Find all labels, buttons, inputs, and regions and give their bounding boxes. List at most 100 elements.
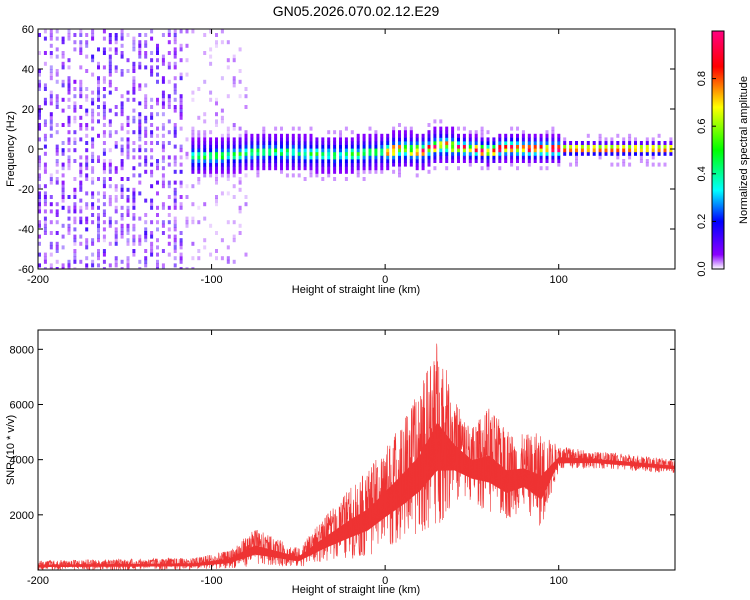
spectrogram-cell (61, 245, 65, 250)
spectrogram-cell (85, 87, 89, 91)
spectrogram-cell (398, 123, 401, 127)
spectrogram-cell (203, 169, 207, 174)
spectrogram-cell (191, 169, 195, 174)
spectrogram-cell (392, 126, 396, 131)
spectrogram-cell (150, 252, 154, 257)
spectrogram-cell (79, 173, 83, 178)
spectrogram-cell (498, 155, 502, 160)
spectrogram-cell (356, 148, 360, 153)
spectrogram-cell (492, 155, 496, 160)
spectrogram-cell (486, 141, 490, 145)
spectrogram-cell (38, 241, 41, 246)
spectrogram-cell (79, 47, 83, 52)
spectrogram-cell (339, 148, 342, 153)
spectrogram-cell (179, 72, 183, 77)
spectrogram-cell (120, 29, 124, 34)
spectrogram-cell (73, 234, 77, 239)
spectrogram-cell (468, 130, 472, 135)
spectrogram-cell (220, 238, 224, 243)
spectrogram-cell (150, 97, 154, 102)
spectrogram-cell (268, 133, 272, 138)
spectrogram-cell (49, 231, 53, 235)
spectrogram-cell (61, 148, 65, 153)
spectrogram-cell (191, 130, 195, 135)
spectrogram-cell (173, 205, 177, 210)
spectrogram-cell (557, 133, 561, 138)
spectrogram-cell (120, 166, 124, 171)
spectrogram-cell (415, 151, 419, 156)
spectrogram-cell (645, 151, 649, 156)
spectrogram-cell (197, 133, 201, 138)
spectrogram-cell (85, 173, 89, 178)
spectrogram-cell (167, 130, 171, 135)
spectrogram-cell (215, 119, 218, 124)
spectrogram-cell (445, 159, 449, 163)
spectrogram-cell (274, 151, 278, 156)
spectrogram-cell (144, 101, 148, 106)
spectrogram-cell (403, 137, 407, 142)
spectrogram-cell (516, 151, 519, 156)
spectrogram-cell (333, 177, 337, 181)
spectrogram-cell (38, 205, 41, 210)
spectrogram-cell (43, 198, 47, 203)
spectrogram-cell (61, 65, 65, 70)
spectrogram-cell (138, 216, 142, 221)
snr-x-label: Height of straight line (km) (292, 584, 420, 596)
spectrogram-cell (226, 159, 230, 163)
spectrogram-cell (144, 263, 148, 268)
spectrogram-cell (132, 115, 136, 120)
spectrogram-cell (38, 69, 41, 73)
spectrogram-cell (398, 159, 401, 163)
spectrogram-cell (368, 148, 372, 153)
spectrogram-cell (61, 166, 65, 171)
spectrogram-cell (167, 101, 171, 106)
spectrogram-cell (592, 151, 596, 156)
spectrogram-cell (669, 148, 673, 153)
spectrogram-cell (138, 47, 142, 52)
spectrogram-cell (38, 155, 41, 160)
spectrogram-cell (43, 123, 47, 127)
spectrogram-cell (191, 148, 195, 153)
spectrogram-cell (43, 216, 47, 221)
spectrogram-cell (569, 148, 573, 153)
spectrogram-cell (67, 65, 71, 70)
spectrogram-cell (91, 202, 95, 207)
y-tick-label: 6000 (10, 399, 34, 411)
spectrogram-cell (321, 137, 325, 142)
spectrogram-cell (85, 126, 89, 131)
spectrogram-cell (138, 234, 142, 239)
spectrogram-cell (61, 191, 65, 196)
spectrogram-cell (498, 151, 502, 156)
spectrogram-cell (191, 220, 195, 225)
spectrogram-cell (191, 90, 195, 95)
spectrogram-cell (91, 115, 95, 120)
spectrogram-cell (303, 151, 307, 156)
spectrogram-cell (356, 155, 360, 160)
spectrogram-cell (220, 191, 224, 196)
colorbar-gradient (712, 31, 724, 269)
spectrogram-cell (138, 65, 142, 70)
spectrogram-cell (167, 79, 171, 84)
spectrogram-cell (167, 213, 171, 217)
spectrogram-cell (586, 133, 590, 138)
spectrogram-cell (191, 202, 195, 207)
spectrogram-cell (480, 151, 484, 156)
spectrogram-cell (510, 148, 514, 153)
spectrogram-cell (126, 58, 130, 63)
spectrogram-cell (102, 76, 106, 81)
spectrogram-cell (527, 151, 531, 156)
spectrogram-cell (102, 209, 106, 214)
spectrogram-cell (126, 209, 130, 214)
spectrogram-cell (102, 29, 106, 34)
spectrogram-cell (274, 159, 278, 163)
spectrogram-cell (91, 166, 95, 171)
spectrogram-cell (356, 137, 360, 142)
spectrogram-cell (209, 29, 213, 34)
spectrogram-cell (173, 223, 177, 228)
spectrogram-cell (226, 65, 230, 70)
spectrogram-cell (179, 205, 183, 210)
spectrogram-cell (114, 33, 118, 37)
spectrogram-cell (315, 159, 319, 163)
spectrogram-cell (132, 223, 136, 228)
spectrogram-cell (191, 159, 195, 163)
